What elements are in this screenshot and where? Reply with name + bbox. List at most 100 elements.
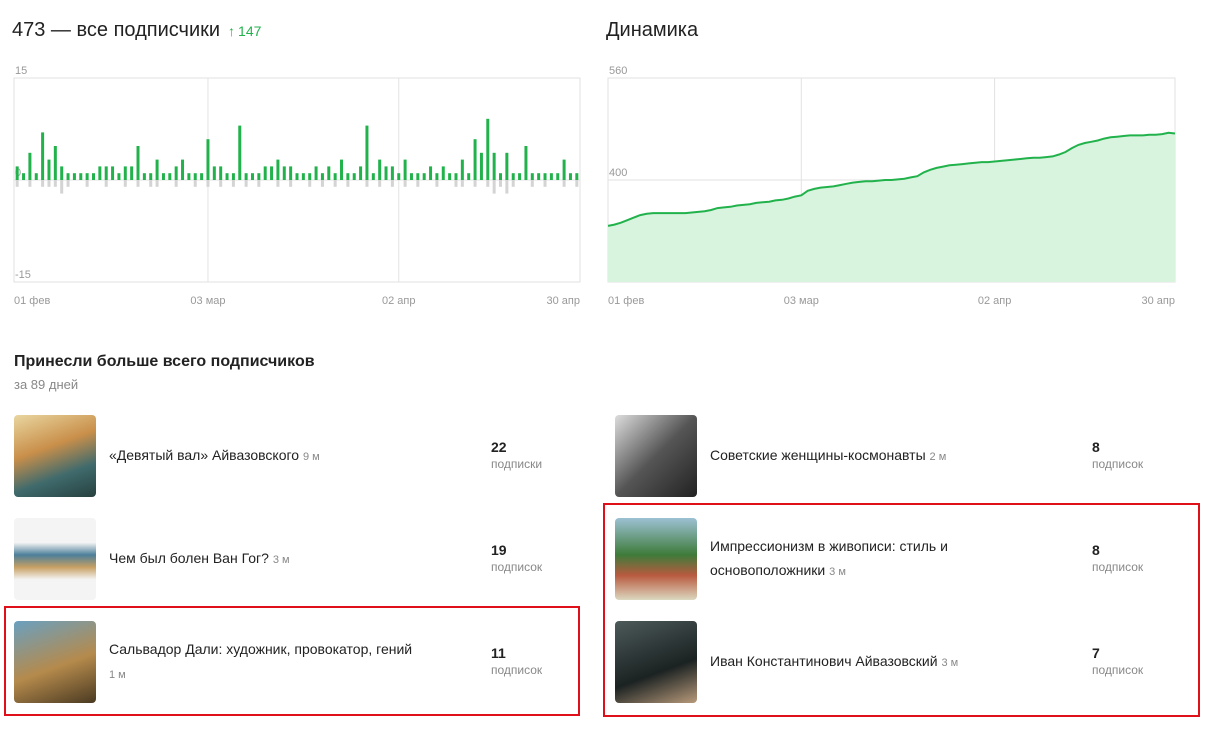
bar <box>289 166 293 180</box>
change-arrow: ↑ <box>228 23 235 39</box>
count: 8 <box>1092 542 1100 558</box>
count: 22 <box>491 439 507 455</box>
article-age: 1 м <box>109 669 126 681</box>
section-subtitle: за 89 дней <box>14 377 79 392</box>
article-text: Советские женщины-космонавты 2 м <box>710 443 946 469</box>
bar <box>41 132 45 180</box>
bar <box>111 166 115 180</box>
bar <box>66 173 70 180</box>
bar <box>301 173 305 180</box>
bar <box>193 180 197 187</box>
bar <box>155 159 159 180</box>
bar <box>575 173 579 180</box>
bar <box>575 180 579 187</box>
bar <box>238 125 242 180</box>
bar <box>543 180 547 187</box>
bar <box>371 173 375 180</box>
bar <box>429 166 433 180</box>
y-tick-label: -15 <box>15 269 31 281</box>
bar <box>219 180 223 187</box>
count: 11 <box>491 645 506 661</box>
article-age: 3 м <box>941 657 959 669</box>
article-text: Сальвадор Дали: художник, провокатор, ге… <box>109 637 419 687</box>
bar <box>454 173 458 180</box>
bar <box>435 180 439 187</box>
bar <box>473 180 477 187</box>
bar <box>435 173 439 180</box>
article-item[interactable]: Импрессионизм в живописи: стиль и осново… <box>615 518 1175 600</box>
bar <box>53 180 57 187</box>
count-unit: подписок <box>491 560 543 574</box>
bar <box>231 173 235 180</box>
bar <box>422 173 426 180</box>
bar <box>460 180 464 187</box>
bar <box>187 173 191 180</box>
bar <box>454 180 458 187</box>
bar <box>320 180 324 187</box>
bar <box>403 180 407 187</box>
article-title: Иван Константинович Айвазовский <box>710 653 938 669</box>
bar <box>308 180 312 187</box>
bar <box>257 180 261 187</box>
thumbnail <box>14 518 96 600</box>
article-item[interactable]: Чем был болен Ван Гог? 3 м 19 подписок <box>14 518 574 600</box>
article-title-wrap: «Девятый вал» Айвазовского 9 м <box>109 415 419 497</box>
bar <box>416 180 420 187</box>
bar <box>123 180 127 187</box>
bar <box>556 173 560 180</box>
bar <box>467 173 471 180</box>
bar <box>378 159 382 180</box>
bar <box>181 159 185 180</box>
area <box>608 132 1175 282</box>
bar <box>200 173 204 180</box>
bar <box>568 173 572 180</box>
bar <box>193 173 197 180</box>
bar <box>524 146 528 180</box>
bar <box>219 166 223 180</box>
bar <box>15 180 19 187</box>
bar <box>60 180 64 194</box>
highlight-box <box>4 606 580 716</box>
bar <box>390 180 394 187</box>
bar <box>130 166 134 180</box>
article-text: Иван Константинович Айвазовский 3 м <box>710 649 958 675</box>
bar <box>206 180 210 187</box>
article-item[interactable]: Советские женщины-космонавты 2 м 8 подписо… <box>615 415 1175 497</box>
x-tick-label: 03 мар <box>784 295 819 307</box>
article-item[interactable]: Иван Константинович Айвазовский 3 м 7 подп… <box>615 621 1175 703</box>
bar <box>486 180 490 187</box>
thumbnail <box>615 518 697 600</box>
section-title: Принесли больше всего подписчиков <box>14 353 315 370</box>
bar <box>505 180 509 194</box>
article-title: Сальвадор Дали: художник, провокатор, ге… <box>109 641 413 657</box>
bar <box>308 173 312 180</box>
bar <box>397 173 401 180</box>
bar <box>34 173 38 180</box>
bar <box>212 166 216 180</box>
bar <box>352 173 356 180</box>
bar <box>244 173 248 180</box>
article-item[interactable]: «Девятый вал» Айвазовского 9 м 22 подписки <box>14 415 574 497</box>
article-age: 3 м <box>272 554 290 566</box>
bar <box>85 173 89 180</box>
bar <box>333 173 337 180</box>
bar <box>448 173 452 180</box>
count-wrap: 11 подписок <box>491 645 542 677</box>
change-value: 147 <box>238 23 262 39</box>
bar <box>104 166 108 180</box>
count: 8 <box>1092 439 1100 455</box>
bar <box>530 173 534 180</box>
bar <box>117 173 121 180</box>
bar <box>333 180 337 187</box>
article-title: Чем был болен Ван Гог? <box>109 550 269 566</box>
bar <box>174 180 178 187</box>
article-text: «Девятый вал» Айвазовского 9 м <box>109 443 320 469</box>
chart-title: 473 — все подписчики <box>12 19 220 41</box>
count-wrap: 8 подписок <box>1092 439 1143 471</box>
bar <box>174 166 178 180</box>
bar <box>161 173 165 180</box>
bar <box>441 166 445 180</box>
article-item[interactable]: Сальвадор Дали: художник, провокатор, ге… <box>14 621 574 703</box>
bar <box>479 152 483 180</box>
article-age: 2 м <box>929 451 947 463</box>
